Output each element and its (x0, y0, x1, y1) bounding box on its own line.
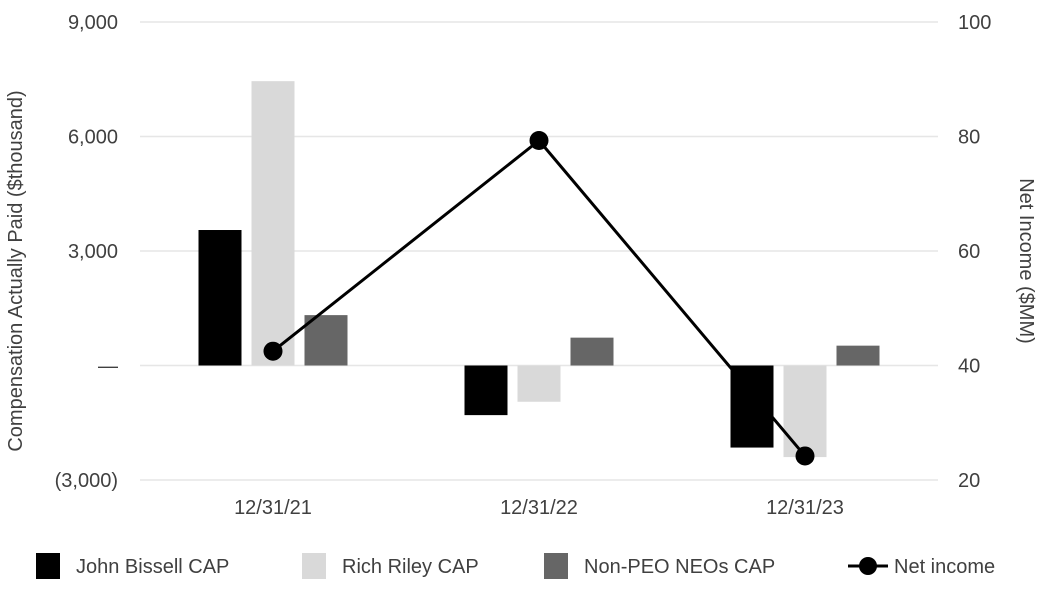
legend-label: John Bissell CAP (76, 556, 229, 578)
x-tick-label: 12/31/22 (500, 497, 578, 519)
legend-swatch-marker (859, 557, 877, 575)
bar (783, 365, 827, 458)
bar (464, 365, 508, 416)
y2-tick-label: 80 (958, 127, 980, 149)
y2-tick-label: 60 (958, 241, 980, 263)
legend-swatch (544, 553, 568, 579)
net-income-point (263, 341, 283, 361)
y-tick-label: 3,000 (68, 241, 118, 263)
legend-label: Non-PEO NEOs CAP (584, 556, 775, 578)
legend-swatch (36, 553, 60, 579)
y2-tick-label: 40 (958, 356, 980, 378)
bar (251, 81, 295, 366)
bar (570, 337, 614, 366)
y2-tick-label: 100 (958, 12, 991, 34)
bar (198, 230, 242, 366)
bar (836, 345, 880, 366)
x-tick-label: 12/31/23 (766, 497, 844, 519)
axes: (3,000) — 3,000 6,000 9,000 20 40 60 80 100 12/31/… (5, 12, 1037, 519)
bar-marks (198, 81, 880, 458)
net-income-point (795, 446, 815, 466)
legend-label: Rich Riley CAP (342, 556, 479, 578)
legend-swatch (302, 553, 326, 579)
y-tick-label: 9,000 (68, 12, 118, 34)
y-tick-label: 6,000 (68, 127, 118, 149)
legend-label: Net income (894, 556, 995, 578)
x-tick-label: 12/31/21 (234, 497, 312, 519)
net-income-line (272, 139, 807, 457)
net-income-point (529, 131, 549, 151)
legend: John Bissell CAP Rich Riley CAP Non-PEO NE… (36, 553, 995, 579)
y-tick-label: — (98, 356, 118, 378)
y2-tick-label: 20 (958, 470, 980, 492)
net-income-line-layer (263, 131, 815, 466)
y2-axis-title: Net Income ($MM) (1015, 178, 1037, 344)
bar (730, 365, 774, 448)
y-axis-title: Compensation Actually Paid ($thousand) (5, 90, 27, 451)
bar (517, 365, 561, 402)
bar (304, 315, 348, 366)
y-tick-label: (3,000) (55, 470, 118, 492)
